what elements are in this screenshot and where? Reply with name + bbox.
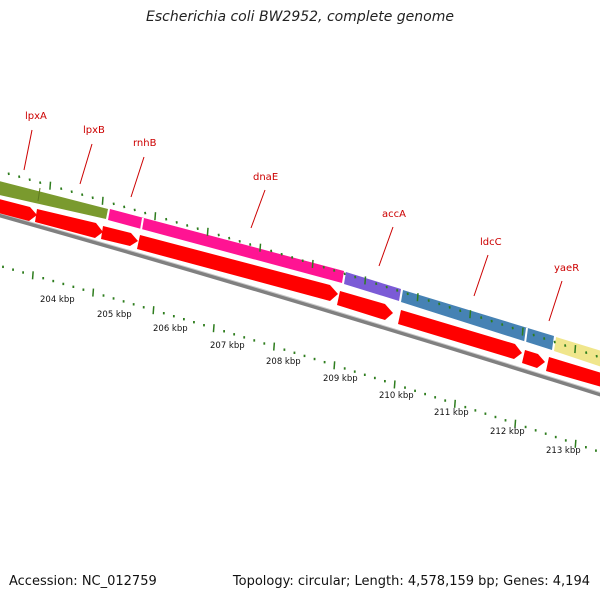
- scale-major-tick: [152, 306, 155, 315]
- leader-line: [130, 156, 145, 198]
- gene-callout-lpxB: lpxB: [79, 125, 105, 185]
- scale-ticks: 204 kbp 205 kbp 206 kbp 207 kbp 208 kbp 209 k…: [2, 265, 597, 456]
- leader-line: [23, 129, 33, 171]
- gene-label-rnhB: rnhB: [133, 138, 157, 149]
- leader-line: [473, 254, 489, 297]
- scale-major-tick: [574, 439, 577, 448]
- scale-label: 205 kbp: [97, 310, 132, 320]
- feature-band: [0, 181, 600, 367]
- scale-label: 210 kbp: [379, 391, 414, 401]
- scale-label: 209 kbp: [323, 374, 358, 384]
- scale-label: 211 kbp: [434, 408, 469, 418]
- scale-major-tick: [92, 288, 95, 297]
- gene-callout-yaeR: yaeR: [548, 263, 579, 322]
- scale-major-tick: [393, 380, 396, 389]
- major-tick: [521, 327, 524, 336]
- gene-callout-ldcC: ldcC: [473, 237, 502, 297]
- feature-olive: [0, 181, 108, 219]
- major-tick: [416, 293, 419, 302]
- accession-text: Accession: NC_012759: [9, 574, 157, 589]
- leader-line: [250, 189, 266, 229]
- major-tick: [259, 243, 262, 252]
- genome-title: Escherichia coli BW2952, complete genome: [146, 9, 454, 25]
- gene-label-dnaE: dnaE: [253, 172, 278, 183]
- scale-major-tick: [31, 271, 34, 280]
- scale-major-tick: [333, 361, 336, 370]
- major-tick: [101, 196, 104, 205]
- scale-label: 213 kbp: [546, 446, 581, 456]
- gene-label-yaeR: yaeR: [554, 263, 579, 274]
- major-tick: [311, 259, 314, 268]
- genome-backbone: [0, 213, 600, 397]
- gene-callout-dnaE: dnaE: [250, 172, 278, 229]
- cds-arrow: [35, 209, 103, 238]
- gene-callout-accA: accA: [378, 209, 406, 267]
- cds-arrow: [522, 350, 545, 368]
- gene-callout-rnhB: rnhB: [130, 138, 157, 198]
- cds-arrow: [137, 235, 338, 301]
- scale-major-tick: [453, 399, 456, 408]
- scale-major-tick: [212, 324, 215, 333]
- feature-magenta: [108, 209, 344, 283]
- gene-label-ldcC: ldcC: [480, 237, 502, 248]
- gene-label-accA: accA: [382, 209, 406, 220]
- scale-label: 208 kbp: [266, 357, 301, 367]
- gene-callouts: lpxA lpxB rnhB dnaE accA ldcC yaeR: [23, 111, 579, 322]
- scale-label: 204 kbp: [40, 295, 75, 305]
- leader-line: [548, 280, 563, 322]
- feature-purple: [344, 272, 401, 301]
- gene-label-lpxA: lpxA: [25, 111, 47, 122]
- major-tick: [469, 310, 472, 319]
- cds-arrow: [101, 226, 138, 246]
- scale-label: 207 kbp: [210, 341, 245, 351]
- major-tick: [364, 276, 367, 285]
- leader-line: [79, 143, 93, 185]
- cds-arrows: [0, 199, 600, 387]
- genome-summary-text: Topology: circular; Length: 4,578,159 bp…: [232, 574, 590, 589]
- major-tick: [206, 227, 209, 236]
- outer-ticks: [7, 172, 598, 358]
- genome-backbone-highlight: [0, 212, 600, 393]
- major-tick: [49, 181, 52, 190]
- scale-label: 206 kbp: [153, 324, 188, 334]
- cds-arrow: [0, 199, 37, 221]
- leader-line: [378, 226, 394, 267]
- major-tick: [154, 212, 157, 221]
- cds-arrow: [337, 291, 393, 320]
- gene-label-lpxB: lpxB: [83, 125, 105, 136]
- cds-arrow: [398, 310, 522, 359]
- scale-major-tick: [273, 342, 276, 351]
- scale-major-tick: [514, 419, 517, 428]
- scale-label: 212 kbp: [490, 427, 525, 437]
- cds-arrow: [546, 357, 600, 387]
- major-tick: [574, 345, 577, 354]
- gene-callout-lpxA: lpxA: [23, 111, 47, 171]
